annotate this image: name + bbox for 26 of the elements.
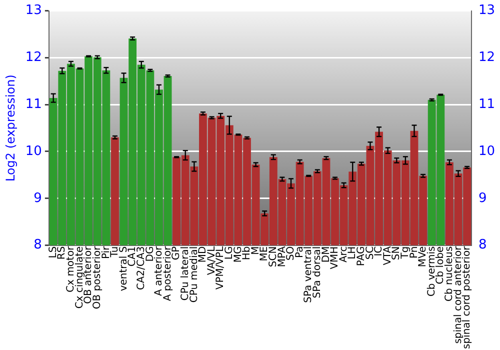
- y2-tick-label: 12: [478, 50, 496, 66]
- y2-tick-label: 11: [478, 96, 496, 112]
- x-tick-label: Pa: [294, 246, 306, 258]
- y2-tick-label: 8: [478, 238, 487, 253]
- y2-tick-label: 10: [478, 144, 496, 159]
- y-tick-label: 10: [25, 144, 42, 159]
- x-tick-label: RS: [56, 246, 68, 260]
- x-tick-label: MVe: [418, 246, 429, 268]
- x-tick-label: OB posterior: [92, 245, 103, 310]
- y2-tick-label: 13: [478, 3, 496, 18]
- x-tick-label: Cb lobe: [435, 246, 446, 284]
- x-tick-label: A posterior: [162, 245, 174, 302]
- x-tick-label: CA2/CA3: [136, 246, 147, 290]
- y-tick-label: 9: [34, 190, 42, 206]
- x-tick-label: SCN: [268, 246, 279, 268]
- y-tick-label: 8: [34, 238, 42, 253]
- x-tick-label: spinal cord posterior: [462, 245, 473, 350]
- y-tick-label: 12: [25, 50, 42, 66]
- x-tick-label: LG: [224, 246, 235, 260]
- x-tick-label: GP: [171, 246, 182, 260]
- y-tick-label: 13: [25, 3, 42, 18]
- x-tick-label: Tg: [400, 246, 412, 260]
- x-tick-label: DG: [144, 246, 156, 262]
- y-tick-label: 11: [25, 96, 42, 112]
- y2-tick-label: 9: [478, 190, 487, 206]
- y-axis-title: Log2 (expression): [3, 74, 18, 182]
